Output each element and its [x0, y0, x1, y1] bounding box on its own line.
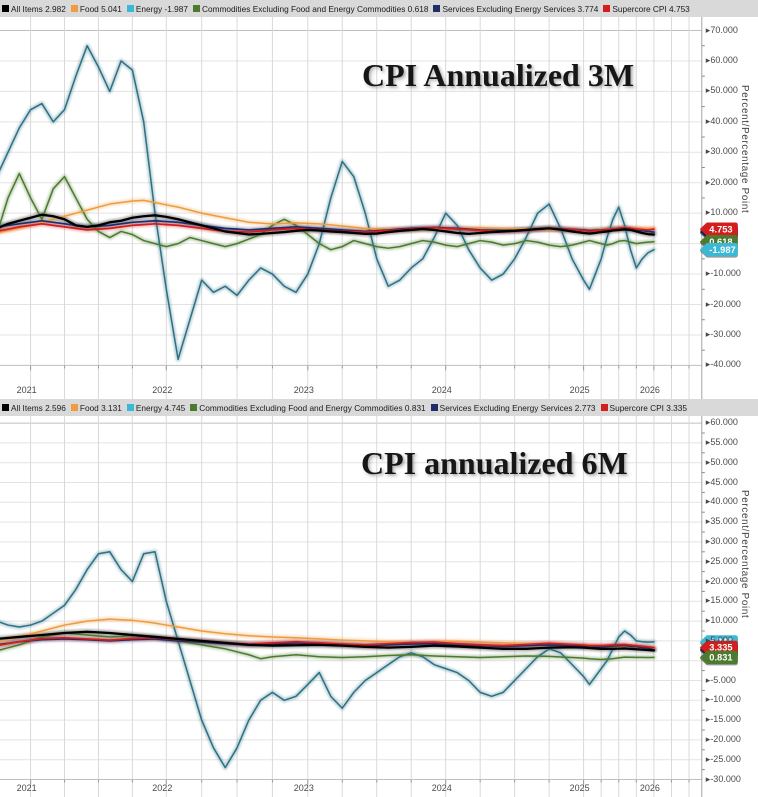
svg-text:4.753: 4.753	[709, 224, 732, 234]
svg-text:-1.987: -1.987	[709, 245, 735, 255]
svg-text:0.831: 0.831	[709, 653, 732, 663]
